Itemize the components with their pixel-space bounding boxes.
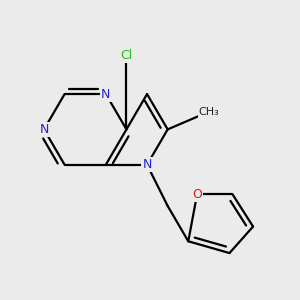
Text: O: O: [192, 188, 202, 201]
Text: N: N: [39, 123, 49, 136]
Text: N: N: [101, 88, 110, 100]
Text: Cl: Cl: [120, 49, 133, 62]
Text: CH₃: CH₃: [199, 107, 219, 117]
Text: N: N: [142, 158, 152, 171]
